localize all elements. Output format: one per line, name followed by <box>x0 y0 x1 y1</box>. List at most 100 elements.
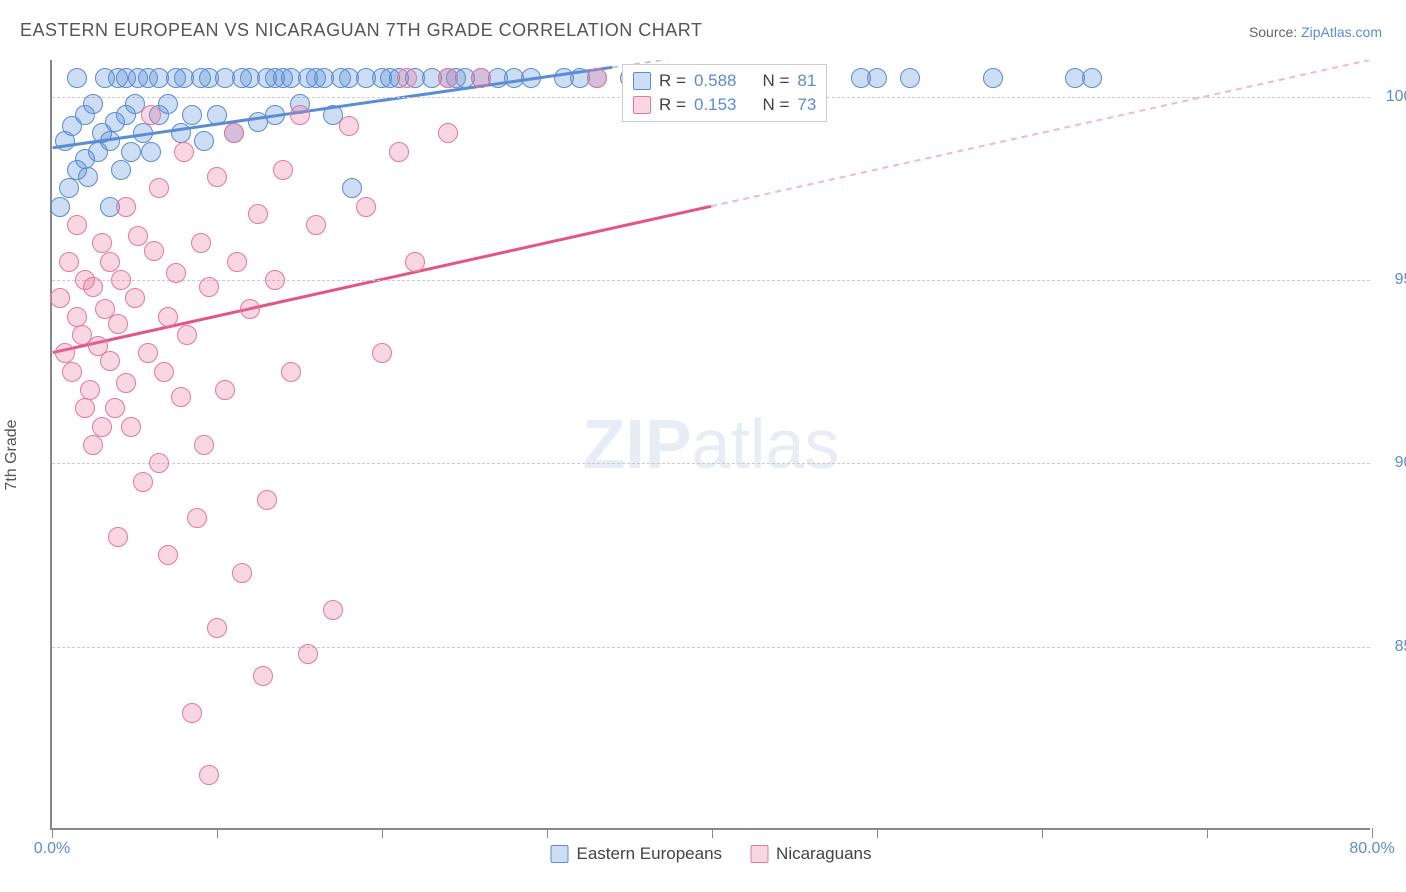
watermark: ZIPatlas <box>583 404 840 484</box>
stats-row: R = 0.588 N = 81 <box>633 69 816 93</box>
gridline-h <box>52 280 1370 281</box>
data-point <box>174 142 194 162</box>
data-point <box>199 765 219 785</box>
data-point <box>50 197 70 217</box>
x-tick <box>1042 828 1043 838</box>
data-point <box>257 490 277 510</box>
data-point <box>438 68 458 88</box>
data-point <box>121 142 141 162</box>
legend-swatch <box>551 845 569 863</box>
data-point <box>108 314 128 334</box>
source-attribution: Source: ZipAtlas.com <box>1249 24 1382 40</box>
data-point <box>158 545 178 565</box>
data-point <box>298 644 318 664</box>
data-point <box>207 105 227 125</box>
data-point <box>983 68 1003 88</box>
x-tick-label: 0.0% <box>34 840 70 858</box>
data-point <box>83 435 103 455</box>
stats-box: R = 0.588 N = 81 R = 0.153 N = 73 <box>622 64 827 122</box>
data-point <box>59 252 79 272</box>
x-tick <box>712 828 713 838</box>
x-tick <box>382 828 383 838</box>
x-tick-label: 80.0% <box>1349 840 1394 858</box>
y-tick-label: 85.0% <box>1395 638 1406 656</box>
stat-n-value: 73 <box>797 95 816 115</box>
data-point <box>111 160 131 180</box>
data-point <box>372 343 392 363</box>
data-point <box>207 618 227 638</box>
gridline-h <box>52 463 1370 464</box>
source-link[interactable]: ZipAtlas.com <box>1301 24 1382 40</box>
data-point <box>273 160 293 180</box>
data-point <box>171 123 191 143</box>
watermark-light: atlas <box>692 405 840 483</box>
data-point <box>194 435 214 455</box>
data-point <box>405 252 425 272</box>
data-point <box>182 703 202 723</box>
stat-r-value: 0.588 <box>694 71 737 91</box>
data-point <box>248 204 268 224</box>
data-point <box>50 288 70 308</box>
data-point <box>265 105 285 125</box>
data-point <box>323 600 343 620</box>
trend-lines-svg <box>52 60 1370 828</box>
data-point <box>100 351 120 371</box>
legend-item: Eastern Europeans <box>551 844 723 864</box>
data-point <box>356 197 376 217</box>
data-point <box>125 288 145 308</box>
legend-item: Nicaraguans <box>750 844 871 864</box>
data-point <box>141 142 161 162</box>
data-point <box>67 68 87 88</box>
data-point <box>438 123 458 143</box>
data-point <box>128 226 148 246</box>
data-point <box>187 508 207 528</box>
data-point <box>108 527 128 547</box>
data-point <box>194 131 214 151</box>
data-point <box>521 68 541 88</box>
legend-bottom: Eastern Europeans Nicaraguans <box>551 844 872 864</box>
data-point <box>141 105 161 125</box>
data-point <box>78 167 98 187</box>
plot-area: ZIPatlas 85.0%90.0%95.0%100.0%0.0%80.0% … <box>50 60 1370 830</box>
stat-r-value: 0.153 <box>694 95 737 115</box>
data-point <box>290 105 310 125</box>
data-point <box>240 299 260 319</box>
y-tick-label: 95.0% <box>1395 271 1406 289</box>
y-tick-label: 90.0% <box>1395 454 1406 472</box>
data-point <box>105 398 125 418</box>
data-point <box>171 387 191 407</box>
data-point <box>144 241 164 261</box>
data-point <box>154 362 174 382</box>
gridline-h <box>52 647 1370 648</box>
data-point <box>121 417 141 437</box>
data-point <box>80 380 100 400</box>
legend-label: Eastern Europeans <box>577 844 723 864</box>
data-point <box>182 105 202 125</box>
data-point <box>471 68 491 88</box>
legend-label: Nicaraguans <box>776 844 871 864</box>
x-tick <box>1372 828 1373 838</box>
data-point <box>133 472 153 492</box>
data-point <box>100 131 120 151</box>
data-point <box>116 373 136 393</box>
data-point <box>900 68 920 88</box>
data-point <box>232 563 252 583</box>
x-tick <box>547 828 548 838</box>
data-point <box>191 233 211 253</box>
stat-n-label: N = <box>762 95 789 115</box>
watermark-bold: ZIP <box>583 405 692 483</box>
source-label: Source: <box>1249 24 1297 40</box>
data-point <box>1082 68 1102 88</box>
data-point <box>116 197 136 217</box>
y-tick-label: 100.0% <box>1386 88 1406 106</box>
data-point <box>55 343 75 363</box>
data-point <box>149 178 169 198</box>
data-point <box>177 325 197 345</box>
data-point <box>158 307 178 327</box>
data-point <box>100 252 120 272</box>
x-tick <box>1207 828 1208 838</box>
data-point <box>215 380 235 400</box>
data-point <box>587 68 607 88</box>
stat-r-label: R = <box>659 95 686 115</box>
data-point <box>867 68 887 88</box>
